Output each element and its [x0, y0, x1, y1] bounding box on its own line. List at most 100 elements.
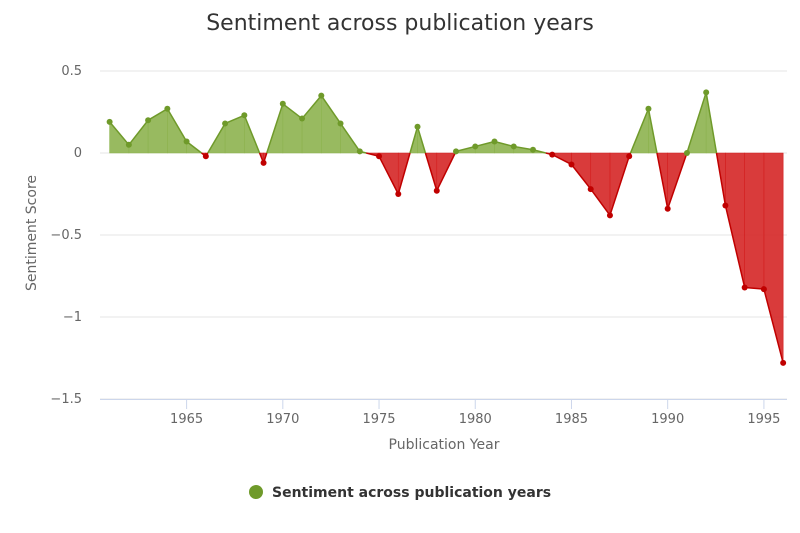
data-point[interactable] [299, 115, 306, 122]
negative-area-segment [744, 152, 765, 290]
negative-area-segment [763, 152, 784, 363]
data-point[interactable] [395, 191, 402, 197]
series-line-segment [715, 152, 727, 206]
series-line-segment [763, 288, 784, 364]
series-line-segment [724, 205, 746, 288]
series-line-segment [666, 152, 688, 210]
series-line-segment [551, 153, 572, 166]
data-point[interactable] [453, 148, 460, 155]
data-point[interactable] [106, 118, 113, 125]
data-point[interactable] [356, 148, 363, 155]
series-line-segment [656, 152, 669, 209]
chart-title: Sentiment across publication years [206, 11, 594, 36]
series-line-segment [266, 103, 284, 154]
data-point[interactable] [722, 202, 729, 209]
series-line-segment [186, 140, 203, 154]
legend-symbol[interactable] [249, 485, 263, 499]
y-tick-label: 0.5 [61, 64, 82, 79]
series-line-segment [166, 108, 188, 142]
data-point[interactable] [741, 284, 748, 291]
series-line-segment [513, 145, 534, 151]
positive-area-segment [224, 114, 245, 154]
series-line-segment [436, 152, 456, 192]
data-point[interactable] [606, 212, 613, 219]
data-point[interactable] [183, 138, 190, 145]
axes: 0.5 0 −0.5 −1 −1.5 1965 1970 1975 1980 1985 1990 19… [50, 64, 787, 427]
data-point[interactable] [279, 100, 286, 107]
data-point[interactable] [510, 143, 517, 150]
series-line-segment [282, 103, 303, 120]
legend-label[interactable]: Sentiment across publication years [272, 485, 551, 501]
series-line-segment [339, 123, 361, 152]
data-point[interactable] [664, 205, 671, 212]
x-tick-label: 1990 [651, 412, 684, 427]
data-point[interactable] [645, 105, 652, 112]
data-point[interactable] [472, 143, 479, 150]
series-line-segment [397, 152, 411, 195]
data-point[interactable] [241, 112, 248, 119]
data-point[interactable] [260, 159, 267, 166]
data-point[interactable] [529, 146, 536, 153]
legend[interactable]: Sentiment across publication years [249, 485, 551, 501]
positive-area-segment [167, 107, 187, 154]
data-point[interactable] [780, 359, 787, 366]
series-line-segment [570, 164, 592, 190]
series-line-segment [128, 119, 149, 146]
data-point[interactable] [145, 117, 152, 124]
data-point[interactable] [376, 153, 383, 160]
negative-area-segment [571, 152, 592, 190]
data-point[interactable] [164, 105, 171, 112]
series-line-segment [647, 108, 658, 154]
negative-area-segment [590, 152, 611, 217]
series-line-segment [416, 126, 427, 154]
series-line-segment [686, 92, 707, 154]
data-point[interactable] [318, 92, 325, 99]
series-line-segment [207, 123, 226, 154]
series-line-segment [629, 108, 650, 154]
y-tick-label: −0.5 [50, 228, 82, 243]
positive-area-segment [109, 121, 130, 154]
series-line-segment [243, 114, 261, 154]
data-point[interactable] [491, 138, 498, 145]
x-tick-label: 1985 [555, 412, 588, 427]
positive-area-segment [147, 108, 168, 154]
data-points[interactable] [106, 89, 787, 366]
series-line-segment [609, 156, 630, 216]
series-line-segment [378, 155, 399, 195]
positive-area-segment [321, 94, 341, 154]
data-point[interactable] [222, 120, 229, 127]
series-line-segment [109, 121, 130, 146]
series-line-segment [744, 286, 764, 290]
data-point[interactable] [202, 153, 209, 160]
series-line-segment [147, 108, 168, 121]
y-tick-label: −1.5 [50, 392, 82, 407]
series-line-segment [705, 92, 718, 154]
series-line-segment [424, 152, 438, 191]
series-line-segment [224, 114, 245, 125]
x-tick-label: 1965 [170, 412, 203, 427]
data-point[interactable] [760, 286, 767, 293]
data-point[interactable] [587, 186, 594, 193]
x-tick-label: 1975 [362, 412, 395, 427]
series-line-segment [494, 140, 514, 148]
data-point[interactable] [549, 151, 556, 158]
data-point[interactable] [683, 150, 690, 156]
data-point[interactable] [337, 120, 344, 127]
series-line-segment [455, 145, 476, 153]
data-point[interactable] [433, 187, 440, 194]
series-line-segment [409, 126, 419, 154]
data-point[interactable] [568, 161, 575, 168]
series-line-segment [301, 95, 322, 120]
positive-area-segment [301, 94, 322, 154]
series-lines [109, 92, 784, 364]
x-tick-label: 1995 [747, 412, 780, 427]
data-point[interactable] [626, 153, 633, 160]
data-point[interactable] [414, 123, 421, 130]
series-line-segment [590, 188, 611, 216]
data-point[interactable] [125, 141, 132, 148]
x-axis-title: Publication Year [389, 437, 500, 453]
data-point[interactable] [703, 89, 710, 96]
series-line-segment [320, 95, 342, 124]
